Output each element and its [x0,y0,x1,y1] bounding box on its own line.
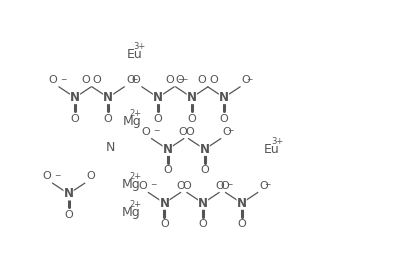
Text: O: O [178,127,187,137]
Text: −: − [181,75,187,84]
Text: O: O [182,181,191,191]
Text: −: − [150,180,156,189]
Text: O: O [188,114,196,124]
Text: O: O [64,210,73,220]
Text: Eu: Eu [264,143,280,156]
Text: N: N [163,143,173,156]
Text: −: − [61,75,67,84]
Text: O: O [104,114,112,124]
Text: O: O [163,165,172,175]
Text: O: O [154,114,162,124]
Text: N: N [187,91,197,104]
Text: N: N [106,141,115,154]
Text: N: N [200,143,210,156]
Text: O: O [176,181,185,191]
Text: Mg: Mg [122,178,141,191]
Text: O: O [82,75,90,85]
Text: N: N [159,197,169,210]
Text: N: N [70,91,80,104]
Text: O: O [200,165,209,175]
Text: 3+: 3+ [271,137,283,146]
Text: −: − [177,75,183,84]
Text: O: O [126,75,135,85]
Text: N: N [237,197,247,210]
Text: −: − [54,171,60,180]
Text: Eu: Eu [127,48,142,61]
Text: O: O [132,75,140,85]
Text: O: O [93,75,102,85]
Text: −: − [227,126,234,136]
Text: O: O [199,219,208,229]
Text: O: O [176,75,185,85]
Text: 2+: 2+ [129,200,141,209]
Text: −: − [226,180,232,189]
Text: O: O [160,219,169,229]
Text: Mg: Mg [122,206,141,219]
Text: −: − [153,126,159,136]
Text: O: O [221,181,229,191]
Text: O: O [49,75,57,85]
Text: 2+: 2+ [130,109,142,118]
Text: −: − [264,180,271,189]
Text: O: O [220,114,228,124]
Text: O: O [71,114,79,124]
Text: 2+: 2+ [129,172,141,181]
Text: O: O [215,181,224,191]
Text: O: O [186,127,194,137]
Text: 3+: 3+ [134,42,146,51]
Text: N: N [219,91,229,104]
Text: N: N [63,187,73,200]
Text: O: O [198,75,206,85]
Text: O: O [165,75,174,85]
Text: N: N [103,91,113,104]
Text: O: O [222,127,231,137]
Text: O: O [259,181,268,191]
Text: N: N [153,91,163,104]
Text: O: O [242,75,251,85]
Text: O: O [141,127,150,137]
Text: O: O [138,181,146,191]
Text: −: − [247,75,253,84]
Text: O: O [86,171,95,182]
Text: O: O [237,219,246,229]
Text: O: O [210,75,218,85]
Text: Mg: Mg [123,115,142,128]
Text: O: O [42,171,51,182]
Text: −: − [131,75,137,84]
Text: N: N [198,197,208,210]
